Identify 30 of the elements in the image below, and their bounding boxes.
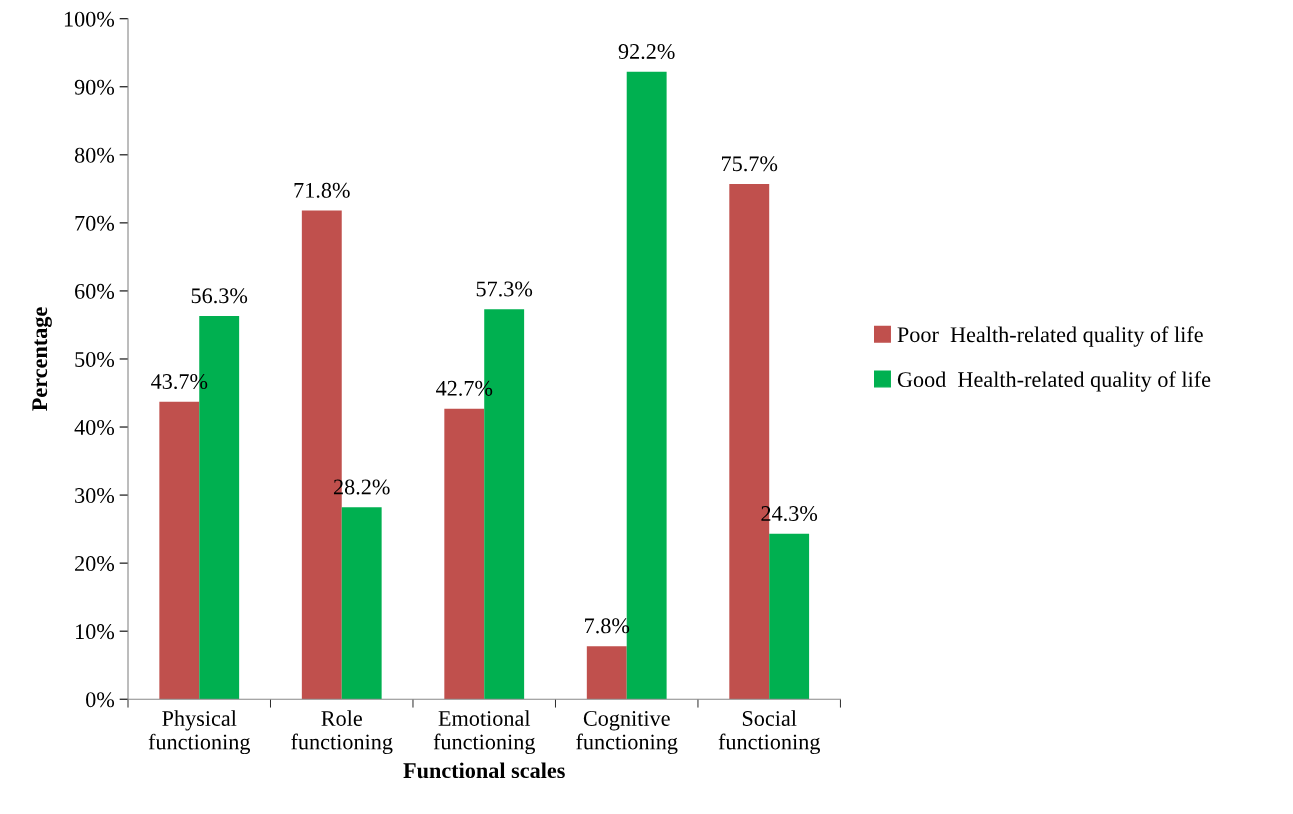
bar (341, 507, 382, 700)
x-tick-label: Role functioning (291, 710, 393, 755)
y-tick-label: 50% (75, 351, 115, 367)
legend-label: Good Health-related quality of life (897, 371, 1211, 392)
bar (159, 401, 200, 700)
y-axis-title: Percentage (32, 307, 52, 411)
data-label: 57.3% (476, 281, 533, 297)
x-tick-label: Cognitive functioning (576, 710, 678, 755)
y-tick-label: 20% (75, 556, 115, 572)
y-tick-label: 40% (74, 419, 115, 436)
bar (444, 408, 485, 700)
data-label: 75.7% (722, 156, 778, 172)
data-label: 56.3% (191, 288, 248, 304)
data-label: 92.2% (618, 43, 675, 60)
bar (586, 646, 627, 700)
y-tick-label: 0% (86, 692, 115, 708)
y-tick-label: 80% (74, 147, 115, 163)
y-tick-label: 70% (75, 215, 115, 231)
legend-label: Poor Health-related quality of life (897, 326, 1203, 347)
y-tick-label: 90% (74, 79, 115, 95)
y-tick-label: 60% (75, 283, 115, 299)
data-label: 71.8% (294, 182, 350, 198)
x-tick-label: Emotional functioning (433, 710, 536, 755)
x-tick-label: Social functioning (718, 710, 821, 755)
y-tick-label: 100% (64, 11, 115, 27)
x-axis-title: Functional scales (403, 762, 565, 779)
bar (769, 533, 810, 700)
y-tick-label: 30% (75, 488, 115, 504)
y-tick-label: 10% (76, 624, 115, 640)
x-tick-label: Physical functioning (148, 710, 251, 755)
